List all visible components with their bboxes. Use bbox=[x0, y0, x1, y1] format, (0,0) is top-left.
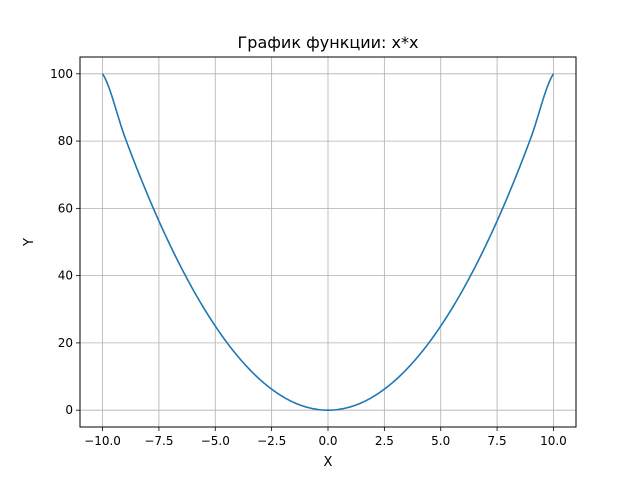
series-layer bbox=[101, 73, 555, 411]
y-tick-label: 100 bbox=[50, 67, 73, 81]
x-tick-label: 5.0 bbox=[431, 434, 450, 448]
grid bbox=[80, 57, 576, 427]
x-tick-label: 7.5 bbox=[488, 434, 507, 448]
x-tick-label: 2.5 bbox=[375, 434, 394, 448]
y-tick-label: 0 bbox=[65, 403, 73, 417]
x-tick-label: 10.0 bbox=[540, 434, 567, 448]
y-axis-label: Y bbox=[22, 238, 37, 247]
ticks: −10.0 −7.5 −5.0 −2.5 0.0 2.5 5.0 7.5 10.0 0 20 40 60… bbox=[50, 67, 567, 448]
chart-title: График функции: x*x bbox=[238, 33, 419, 52]
x-tick-label: −10.0 bbox=[84, 434, 121, 448]
series-line bbox=[101, 73, 555, 411]
x-axis-label: X bbox=[324, 455, 333, 470]
x-tick-label: 0.0 bbox=[318, 434, 337, 448]
y-tick-label: 20 bbox=[58, 336, 73, 350]
x-tick-label: −2.5 bbox=[257, 434, 286, 448]
y-tick-label: 60 bbox=[58, 201, 73, 215]
x-tick-label: −5.0 bbox=[201, 434, 230, 448]
y-tick-label: 80 bbox=[58, 134, 73, 148]
x-tick-label: −7.5 bbox=[144, 434, 173, 448]
y-tick-label: 40 bbox=[58, 269, 73, 283]
